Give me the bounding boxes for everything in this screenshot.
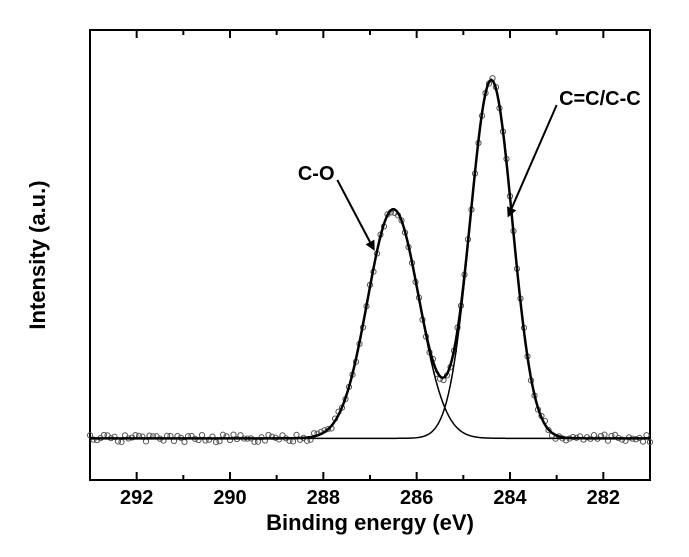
xps-chart: 292 290 288 286 284 282 C=C/C-C C-O Binding e… — [0, 0, 689, 557]
data-marker — [231, 432, 236, 437]
chart-svg: 292 290 288 286 284 282 C=C/C-C C-O Binding e… — [0, 0, 689, 557]
data-marker — [294, 432, 299, 437]
annotation-arrow-line — [337, 180, 370, 242]
data-marker — [612, 432, 617, 437]
raw-data-markers — [87, 76, 652, 445]
component-peak-1 — [90, 80, 650, 438]
envelope-fit — [90, 80, 650, 438]
x-tick-label: 292 — [120, 487, 153, 509]
x-axis-label: Binding energy (eV) — [266, 510, 474, 535]
annotation-label-peak2: C-O — [298, 163, 335, 185]
x-tick-label: 288 — [307, 487, 340, 509]
data-marker — [115, 439, 120, 444]
x-tick-label: 286 — [400, 487, 433, 509]
annotation-peak1: C=C/C-C — [507, 88, 641, 218]
x-tick-label: 284 — [493, 487, 527, 509]
data-marker — [644, 433, 649, 438]
annotation-peak2: C-O — [298, 163, 375, 251]
data-marker — [143, 439, 148, 444]
data-marker — [213, 439, 218, 444]
annotation-arrow-line — [512, 105, 557, 208]
x-tick-label: 282 — [587, 487, 620, 509]
x-tick-label: 290 — [213, 487, 246, 509]
y-axis-label: Intensity (a.u.) — [25, 180, 50, 329]
annotation-label-peak1: C=C/C-C — [559, 88, 641, 110]
data-marker — [199, 432, 204, 437]
